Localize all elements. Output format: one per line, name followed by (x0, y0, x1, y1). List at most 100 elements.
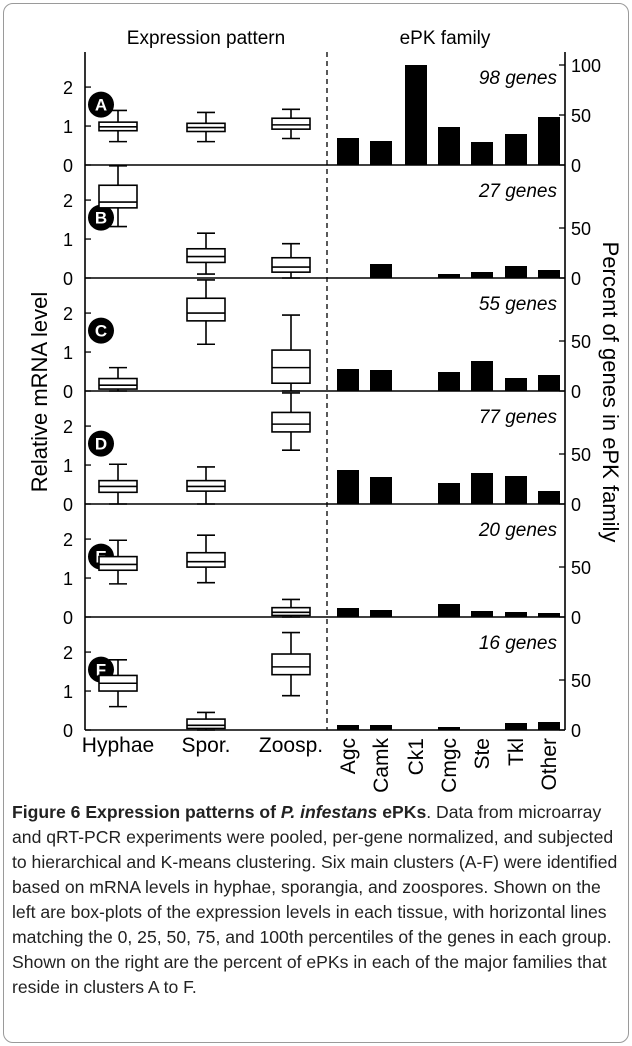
bar-cmgc (438, 604, 460, 617)
bar-cmgc (438, 127, 460, 165)
boxplot-zoosp (271, 598, 311, 618)
right-tick-label: 50 (571, 219, 591, 239)
right-tick-label: 50 (571, 558, 591, 578)
left-tick-label: 2 (63, 530, 73, 550)
bar-ck1 (405, 65, 427, 165)
bar-cmgc (438, 274, 460, 278)
bar-other (538, 613, 560, 617)
bar-agc (337, 470, 359, 504)
bar-tkl (505, 378, 527, 391)
right-tick-label: 0 (571, 495, 581, 515)
boxplot-hyphae (98, 164, 138, 228)
family-label: Ste (471, 738, 494, 770)
bar-camk (370, 264, 392, 278)
bar-agc (337, 138, 359, 165)
right-tick-label: 50 (571, 671, 591, 691)
left-tick-label: 2 (63, 643, 73, 663)
left-tick-label: 0 (63, 721, 73, 741)
panel-E: 012050E20 genes (63, 520, 591, 628)
panel-gene-count: 77 genes (479, 407, 558, 428)
tissue-label: Spor. (181, 734, 230, 757)
boxplot-iqr-box (186, 297, 226, 322)
bar-tkl (505, 723, 527, 730)
panel-C: 0 1 2 0 50 C 55 genes (63, 279, 591, 402)
caption-text: . Data from microarray and qRT-PCR exper… (12, 802, 618, 997)
family-label: Tkl (505, 738, 528, 766)
tissue-label: Hyphae (82, 734, 154, 757)
panel-gene-count: 16 genes (479, 633, 558, 654)
boxplot-spor (186, 279, 226, 346)
boxplot-zoosp (271, 631, 311, 697)
bar-ste (471, 473, 493, 504)
left-tick-label: 1 (63, 343, 73, 363)
left-tick-label: 2 (63, 78, 73, 98)
bar-camk (370, 141, 392, 165)
left-tick-label: 2 (63, 304, 73, 324)
figure-6: Expression pattern ePK family Relative mRN… (27, 28, 623, 793)
family-label: Cmgc (438, 738, 461, 793)
caption-label-species: P. infestans (280, 802, 378, 822)
bar-other (538, 375, 560, 391)
bar-ste (471, 611, 493, 617)
caption-label: Figure 6 Expression patterns of P. infes… (12, 802, 426, 822)
boxplot-iqr-box (271, 411, 311, 433)
panel-badge-label: A (95, 96, 107, 115)
boxplot-hyphae (98, 659, 138, 708)
bar-tkl (505, 612, 527, 617)
panel-badge-label: C (95, 322, 107, 341)
bar-agc (337, 608, 359, 617)
boxplot-zoosp (271, 392, 311, 452)
boxplot-hyphae (98, 463, 138, 505)
panel-badge-label: D (95, 435, 107, 454)
right-tick-label: 0 (571, 608, 581, 628)
bar-ste (471, 272, 493, 278)
panel-gene-count: 27 genes (478, 181, 558, 202)
boxplot-zoosp (271, 108, 311, 140)
boxplot-iqr-box (271, 256, 311, 273)
boxplot-hyphae (98, 109, 138, 143)
left-tick-label: 2 (63, 191, 73, 211)
bar-tkl (505, 134, 527, 165)
panel-B: 0 1 2 0 50 B 27 genes (63, 164, 591, 289)
boxplot-zoosp (271, 242, 311, 279)
bar-other (538, 722, 560, 730)
figure-border (3, 3, 629, 1043)
left-tick-label: 0 (63, 382, 73, 402)
right-tick-label: 0 (571, 721, 581, 741)
bar-other (538, 117, 560, 165)
left-tick-label: 1 (63, 117, 73, 137)
family-label: Other (538, 738, 561, 791)
boxplot-iqr-box (98, 555, 138, 572)
panel-D: 0 1 2 0 50 D 77 genes (63, 392, 591, 515)
right-tick-label: 50 (571, 332, 591, 352)
right-tick-label: 100 (571, 56, 601, 76)
right-tick-label: 50 (571, 445, 591, 465)
boxplot-spor (186, 711, 226, 731)
panel-gene-count: 55 genes (479, 294, 558, 315)
bar-ste (471, 142, 493, 165)
panel-gene-count: 20 genes (478, 520, 558, 541)
family-label: Ck1 (405, 738, 428, 775)
right-title: ePK family (400, 28, 491, 49)
boxplot-spor (186, 111, 226, 143)
left-tick-label: 1 (63, 569, 73, 589)
left-ylabel: Relative mRNA level (27, 292, 52, 493)
panel-badge-label: F (96, 661, 106, 680)
bar-tkl (505, 476, 527, 504)
caption-label-text: Figure 6 Expression patterns of (12, 802, 281, 822)
figure-caption: Figure 6 Expression patterns of P. infes… (12, 800, 620, 1000)
boxplot-iqr-box (186, 551, 226, 568)
right-ylabel: Percent of genes in ePK family (598, 242, 623, 543)
boxplot-spor (186, 232, 226, 275)
boxplot-spor (186, 534, 226, 584)
right-tick-label: 50 (571, 106, 591, 126)
caption-label-end: ePKs (377, 802, 427, 822)
bar-camk (370, 725, 392, 730)
left-tick-label: 1 (63, 456, 73, 476)
boxplot-spor (186, 466, 226, 505)
right-tick-label: 0 (571, 156, 581, 176)
bar-other (538, 491, 560, 504)
bar-other (538, 270, 560, 278)
panel-F: 0 1 2 0 50 F 16 genes (63, 631, 591, 741)
